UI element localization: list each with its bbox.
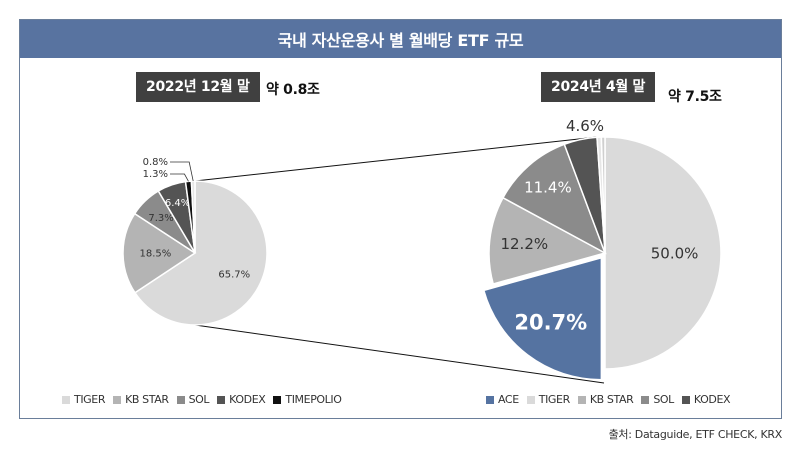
data-label-1-2: 12.2% [500,235,548,253]
period-label-2022: 2022년 12월 말 [136,72,260,102]
legend-label: SOL [653,393,674,406]
legend-label: TIMEPOLIO [285,393,342,406]
data-label-0-1: 18.5% [140,249,172,260]
connector-line-top [194,136,598,182]
legend-swatch [217,395,226,404]
legend-item-kb-star: KB STAR [113,393,169,406]
pie-chart-1: 50.0% 20.7% 12.2% 11.4% 4.6% [482,117,722,381]
legend-item-tiger: TIGER [526,393,570,406]
legend-swatch [486,395,494,404]
legend-label: KB STAR [589,393,634,406]
legend-2024: ACE TIGER KB STAR SOL KODEX [486,393,731,406]
data-label-1-0: 50.0% [651,244,699,262]
legend-item-sol: SOL [176,393,210,406]
legend-item-sol: SOL [641,393,674,406]
legend-swatch [273,395,282,404]
pie-slice-tiger [133,180,268,326]
legend-label: TIGER [74,393,106,406]
legend-label: SOL [188,393,210,406]
data-label-1-4: 4.6% [566,117,604,135]
legend-item-kodex: KODEX [217,393,266,406]
legend-swatch [526,395,535,404]
pie-slice-ace [482,256,603,381]
legend-swatch [62,395,70,404]
total-label-2022: 약 0.8조 [266,82,320,98]
period-label-2024: 2024년 4월 말 [541,72,656,102]
data-label-1-3: 11.4% [524,179,572,197]
legend-label: ACE [498,393,519,406]
legend-item-tiger: TIGER [62,393,105,406]
legend-label: TIGER [538,393,570,406]
data-label-0-0: 65.7% [218,270,250,281]
legend-label: KODEX [693,393,731,406]
data-label-0-3: 6.4% [165,198,190,209]
leader-line-4 [170,173,189,182]
data-label-0-2: 7.3% [148,213,173,224]
pie-slice-tiger [604,136,722,370]
source-note: 출처: Dataguide, ETF CHECK, KRX [608,428,783,441]
leader-line-5 [170,161,194,182]
data-label-0-5: 0.8% [143,157,168,168]
data-label-1-1: 20.7% [514,311,587,335]
legend-swatch [681,395,690,404]
legend-2022: TIGER KB STAR SOL KODEX TIMEPOLIO [62,393,342,406]
legend-item-ace: ACE [486,393,519,406]
legend-swatch [113,395,122,404]
legend-item-kodex: KODEX [681,393,731,406]
pie-slice-other-6 [600,136,606,254]
legend-label: KB STAR [125,393,169,406]
pie-slice-sol [501,143,607,255]
pie-slice-kb-star [488,196,607,285]
connector-line-bottom [194,324,605,384]
data-label-0-4: 1.3% [143,169,168,180]
legend-item-kb-star: KB STAR [577,393,634,406]
legend-swatch [641,395,650,404]
chart-title: 국내 자산운용사 별 월배당 ETF 규모 [20,20,781,58]
total-label-2024: 약 7.5조 [668,89,722,105]
pie-slice-kb-star [122,212,197,294]
legend-swatch [577,395,586,404]
legend-label: KODEX [229,393,266,406]
legend-swatch [176,395,185,404]
legend-item-timepolio: TIMEPOLIO [273,393,342,406]
pie-chart-0: 65.7% 18.5% 7.3% 6.4% 1.3%0.8% [122,157,268,326]
